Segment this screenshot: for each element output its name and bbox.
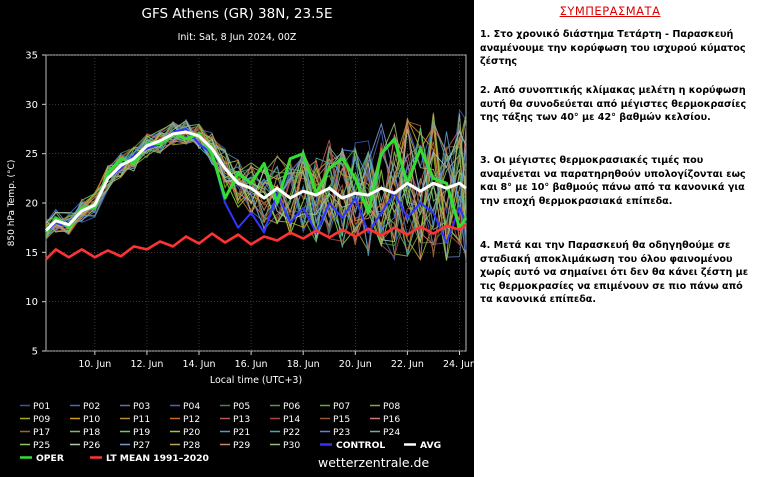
legend-label: P10 (83, 414, 100, 425)
legend-label: P27 (133, 440, 150, 451)
legend-label: P04 (183, 401, 200, 412)
legend-label: P28 (183, 440, 200, 451)
legend-label: P13 (233, 414, 250, 425)
x-tick-label: 22. Jun (391, 359, 424, 370)
y-axis-label: 850 hPa Temp. (°C) (7, 160, 17, 247)
x-axis-label: Local time (UTC+3) (210, 375, 302, 386)
legend-label: P08 (383, 401, 400, 412)
y-tick-label: 30 (25, 100, 38, 111)
note-item-1: 1. Στο χρονικό διάστημα Τετάρτη - Παρασκ… (480, 29, 746, 68)
x-tick-label: 20. Jun (339, 359, 372, 370)
legend-label: P06 (283, 401, 300, 412)
y-tick-label: 35 (25, 51, 38, 62)
legend-label: P21 (233, 427, 250, 438)
chart-panel: 5 10 15 20 25 30 35 10. Jun 12. Jun 14. Jun 16. Ju… (0, 0, 474, 477)
notes-panel (474, 0, 760, 477)
ensemble-member-line (45, 128, 467, 234)
x-tick-label: 12. Jun (130, 359, 163, 370)
legend-label: P12 (183, 414, 200, 425)
legend-label: P16 (383, 414, 400, 425)
note-item-3: 3. Οι μέγιστες θερμοκρασιακές τιμές που … (480, 155, 746, 207)
legend-label: LT MEAN 1991–2020 (106, 453, 209, 464)
legend-label: P03 (133, 401, 150, 412)
x-tick-label: 10. Jun (78, 359, 111, 370)
x-tick-label: 16. Jun (235, 359, 268, 370)
legend-label: P29 (233, 440, 250, 451)
legend-label: P17 (33, 427, 50, 438)
legend-label: P23 (333, 427, 350, 438)
y-tick-label: 25 (25, 149, 38, 160)
legend-label: P24 (383, 427, 400, 438)
legend-label: P11 (133, 414, 150, 425)
legend-label: P02 (83, 401, 100, 412)
legend-label: P15 (333, 414, 350, 425)
brand-watermark: wetterzentrale.de (318, 455, 430, 470)
legend-label: P01 (33, 401, 50, 412)
ensemble-member-line (45, 125, 467, 256)
legend-label: CONTROL (336, 440, 385, 451)
legend-label: P19 (133, 427, 150, 438)
legend-label: OPER (36, 453, 64, 464)
legend-label: P18 (83, 427, 100, 438)
y-tick-label: 5 (32, 347, 38, 358)
legend-label: P30 (283, 440, 300, 451)
chart-title: GFS Athens (GR) 38N, 23.5E (141, 6, 333, 22)
y-tick-label: 10 (25, 297, 38, 308)
legend-label: AVG (420, 440, 441, 451)
note-item-4: 4. Μετά και την Παρασκευή θα οδηγηθούμε … (480, 240, 749, 306)
legend-label: P14 (283, 414, 300, 425)
ensemble-member-line (45, 118, 467, 231)
legend-label: P20 (183, 427, 200, 438)
y-tick-label: 20 (25, 199, 38, 210)
legend-label: P22 (283, 427, 300, 438)
y-tick-label: 15 (25, 248, 38, 259)
legend: P01 P02 P03 P04 P05 P06 P07 P08 P09 P10 P11 P12 P13 P… (20, 401, 441, 464)
legend-label: P26 (83, 440, 100, 451)
chart-init-time: Init: Sat, 8 Jun 2024, 00Z (177, 32, 297, 43)
series-line-avg (44, 130, 467, 232)
x-tick-label: 18. Jun (287, 359, 320, 370)
legend-label: P05 (233, 401, 250, 412)
note-item-2: 2. Από συνοπτικής κλίμακας μελέτη η κορύ… (480, 85, 747, 124)
ensemble-chart: 5 10 15 20 25 30 35 10. Jun 12. Jun 14. Jun 16. Ju… (7, 51, 474, 465)
series-line-lt-mean-1991-2020 (45, 223, 467, 261)
notes-heading: ΣΥΜΠΕΡΑΣΜΑΤΑ (559, 4, 661, 18)
legend-label: P09 (33, 414, 50, 425)
x-tick-label: 14. Jun (183, 359, 216, 370)
legend-label: P07 (333, 401, 350, 412)
series-line-oper (44, 132, 468, 234)
x-tick-label: 24. Jun (443, 359, 474, 370)
legend-label: P25 (33, 440, 50, 451)
